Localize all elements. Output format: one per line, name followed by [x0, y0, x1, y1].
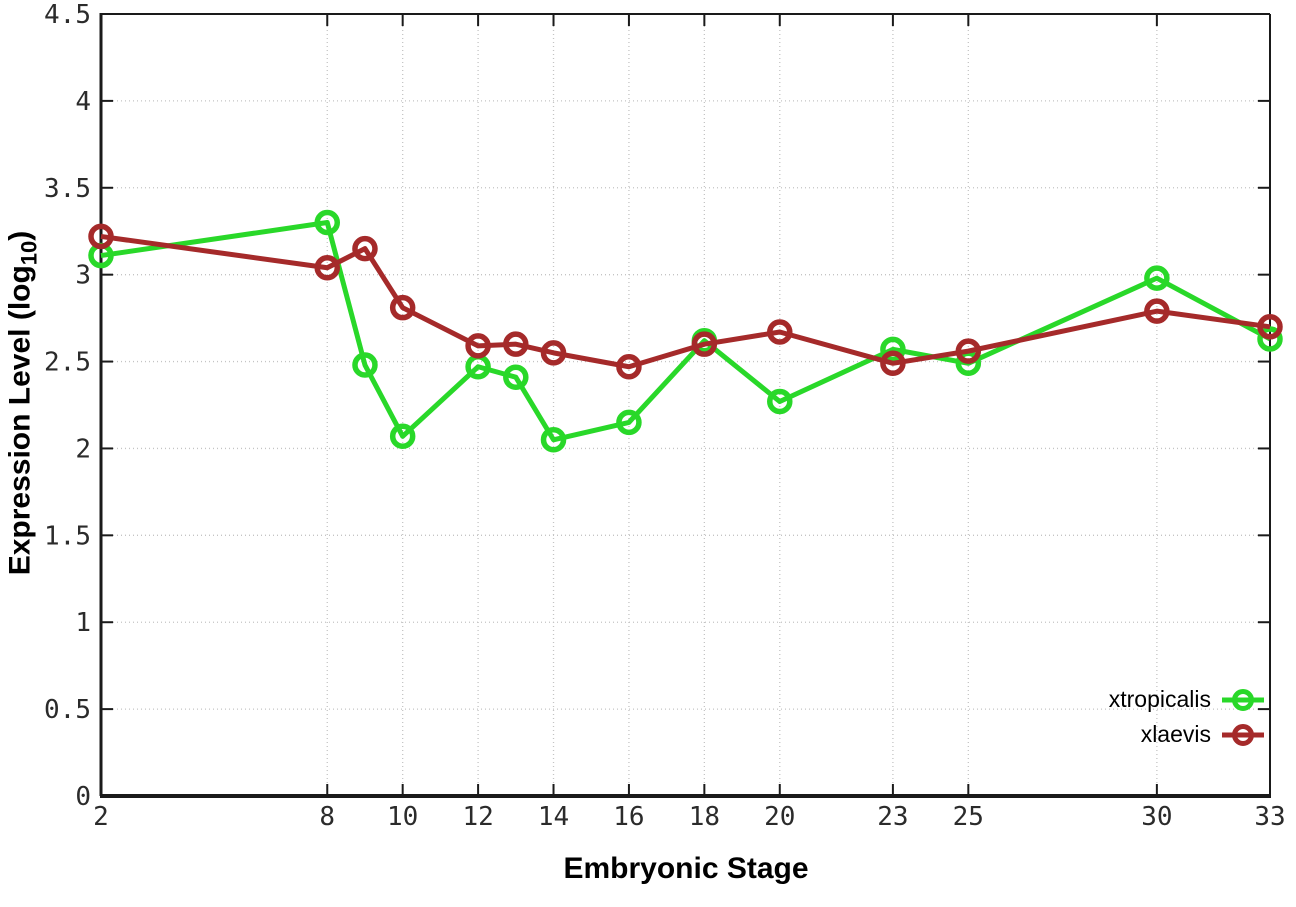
y-tick-label: 2	[75, 434, 91, 464]
y-tick-label: 0	[75, 782, 91, 812]
marker-xlaevis	[314, 254, 341, 281]
y-tick-label: 1.5	[44, 521, 91, 551]
marker-xtropicalis	[540, 427, 567, 453]
series-xtropicalis	[88, 209, 1283, 453]
marker-xtropicalis	[767, 388, 793, 415]
x-tick-label: 14	[538, 802, 569, 832]
tick-labels: 2 8 10 12 14 16 18 20 23 25 30 33 0 0.5 1 1.5 2 2.5 3 3.5 4 4…	[44, 0, 1286, 832]
marker-xtropicalis	[880, 336, 906, 363]
marker-xlaevis	[767, 319, 793, 345]
marker-xlaevis	[503, 331, 529, 357]
marker-xlaevis	[465, 333, 491, 359]
y-tick-label: 3	[75, 261, 91, 291]
marker-xlaevis	[880, 350, 906, 377]
marker-xlaevis	[616, 354, 642, 380]
x-tick-label: 2	[93, 802, 109, 832]
legend-marker-xtropicalis-icon	[1222, 688, 1264, 711]
marker-xlaevis	[691, 331, 718, 357]
legend-item-xlaevis: xlaevis	[1109, 717, 1266, 752]
series-xlaevis	[88, 223, 1283, 380]
marker-xlaevis	[1257, 314, 1283, 340]
x-tick-label: 25	[953, 802, 984, 832]
x-tick-label: 10	[387, 802, 418, 832]
marker-xtropicalis	[1144, 265, 1170, 291]
y-tick-label: 1	[75, 608, 91, 638]
marker-xtropicalis	[389, 423, 416, 450]
marker-xtropicalis	[314, 209, 341, 236]
marker-xlaevis	[88, 223, 114, 250]
marker-xlaevis	[352, 235, 378, 262]
x-tick-label: 33	[1254, 802, 1285, 832]
marker-xlaevis	[955, 338, 982, 364]
plot-border	[99, 13, 1271, 798]
x-axis-title: Embryonic Stage	[563, 852, 809, 885]
series-line-xlaevis	[100, 233, 1271, 370]
marker-xtropicalis	[503, 364, 529, 390]
marker-xlaevis	[1144, 298, 1170, 324]
x-tick-label: 20	[764, 802, 795, 832]
y-tick-label: 3.5	[44, 174, 91, 204]
marker-xtropicalis	[352, 352, 378, 378]
y-axis-title: Expression Level (log10)	[4, 231, 43, 576]
y-axis-title-subscript: 10	[16, 240, 42, 266]
y-axis-title-text: Expression Level (log	[3, 265, 37, 576]
legend: xtropicalis xlaevis	[1109, 682, 1266, 752]
x-tick-label: 12	[462, 802, 493, 832]
tick-marks	[100, 13, 1271, 797]
y-tick-label: 2.5	[44, 348, 91, 378]
y-axis-title-close: )	[3, 230, 37, 241]
series-line-xtropicalis	[100, 220, 1272, 443]
x-tick-label: 23	[877, 802, 908, 832]
gridlines	[101, 14, 1270, 796]
legend-label-xtropicalis: xtropicalis	[1108, 686, 1211, 712]
x-tick-label: 18	[689, 802, 720, 832]
y-tick-label: 4	[75, 87, 91, 117]
legend-label-xlaevis: xlaevis	[1140, 721, 1211, 747]
marker-xlaevis	[540, 340, 567, 366]
marker-xtropicalis	[1257, 326, 1283, 352]
marker-xlaevis	[389, 294, 416, 321]
legend-item-xtropicalis: xtropicalis	[1109, 682, 1266, 717]
legend-marker-xlaevis-icon	[1222, 723, 1264, 746]
x-tick-label: 8	[319, 802, 335, 832]
x-tick-label: 30	[1141, 802, 1172, 832]
x-tick-label: 16	[613, 802, 644, 832]
y-tick-label: 4.5	[44, 0, 91, 30]
marker-xtropicalis	[616, 409, 642, 436]
y-tick-label: 0.5	[44, 695, 91, 725]
